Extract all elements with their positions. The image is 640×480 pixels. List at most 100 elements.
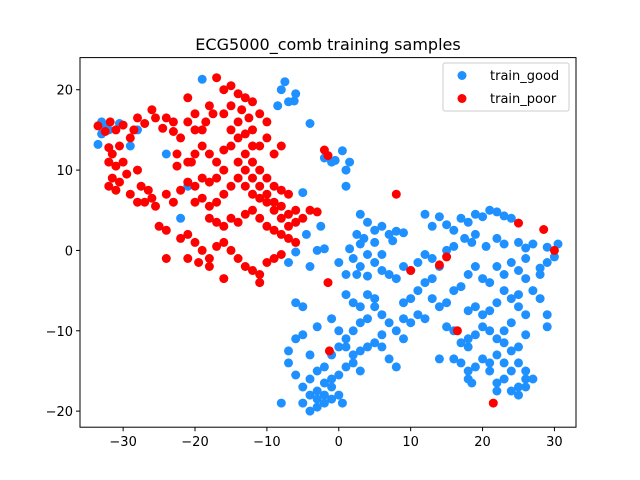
point-train-good bbox=[499, 286, 509, 296]
point-train-good bbox=[305, 406, 315, 416]
point-train-good bbox=[528, 374, 538, 384]
point-train-good bbox=[499, 239, 509, 249]
legend-label-train-good: train_good bbox=[490, 69, 559, 84]
point-train-poor bbox=[161, 113, 171, 123]
point-train-poor bbox=[197, 245, 207, 255]
point-train-poor bbox=[122, 169, 132, 179]
point-train-poor bbox=[240, 165, 250, 175]
point-train-poor bbox=[197, 141, 207, 151]
point-train-poor bbox=[312, 207, 322, 217]
point-train-poor bbox=[186, 157, 196, 167]
point-train-good bbox=[463, 270, 473, 279]
point-train-good bbox=[492, 233, 502, 243]
point-train-poor bbox=[262, 197, 272, 207]
point-train-poor bbox=[233, 173, 243, 183]
point-train-good bbox=[377, 266, 387, 275]
point-train-poor bbox=[434, 260, 444, 270]
point-train-poor bbox=[442, 252, 452, 262]
point-train-poor bbox=[140, 119, 150, 128]
point-train-poor bbox=[190, 125, 200, 135]
y-tick-label: 20 bbox=[56, 84, 73, 99]
point-train-good bbox=[377, 310, 387, 320]
point-train-good bbox=[434, 212, 444, 222]
point-train-good bbox=[348, 358, 358, 368]
point-train-poor bbox=[161, 254, 171, 263]
point-train-good bbox=[327, 394, 337, 404]
point-train-good bbox=[377, 330, 387, 340]
point-train-poor bbox=[284, 221, 293, 231]
point-train-poor bbox=[248, 173, 257, 183]
point-train-poor bbox=[107, 173, 117, 183]
point-train-good bbox=[449, 225, 459, 235]
point-train-good bbox=[492, 334, 502, 344]
point-train-good bbox=[312, 245, 322, 255]
point-train-poor bbox=[105, 117, 115, 127]
point-train-good bbox=[334, 326, 344, 336]
point-train-good bbox=[521, 310, 531, 320]
point-train-good bbox=[399, 262, 408, 271]
points-layer bbox=[93, 73, 563, 416]
point-train-poor bbox=[212, 173, 222, 183]
y-tick-label: −20 bbox=[46, 405, 73, 420]
point-train-good bbox=[298, 398, 308, 408]
point-train-poor bbox=[269, 181, 279, 191]
point-train-good bbox=[549, 252, 559, 262]
legend-marker-train-poor bbox=[457, 94, 467, 103]
point-train-poor bbox=[151, 113, 160, 123]
point-train-good bbox=[391, 226, 401, 236]
point-train-good bbox=[399, 228, 408, 238]
point-train-poor bbox=[197, 173, 207, 183]
point-train-good bbox=[341, 165, 351, 175]
point-train-good bbox=[463, 342, 473, 352]
point-train-poor bbox=[255, 181, 265, 191]
point-train-good bbox=[514, 358, 523, 368]
point-train-good bbox=[478, 310, 488, 320]
point-train-poor bbox=[168, 127, 178, 136]
point-train-poor bbox=[183, 177, 193, 187]
point-train-good bbox=[442, 245, 452, 255]
x-tick-label: 0 bbox=[335, 435, 343, 450]
point-train-good bbox=[161, 149, 171, 159]
point-train-good bbox=[427, 221, 437, 231]
point-train-poor bbox=[248, 205, 257, 215]
point-train-poor bbox=[539, 225, 549, 234]
point-train-poor bbox=[125, 133, 135, 143]
point-train-poor bbox=[319, 145, 329, 155]
point-train-poor bbox=[197, 193, 207, 203]
point-train-good bbox=[521, 374, 531, 384]
point-train-good bbox=[420, 250, 430, 259]
point-train-good bbox=[370, 338, 380, 348]
point-train-poor bbox=[248, 157, 257, 167]
point-train-poor bbox=[255, 193, 265, 203]
point-train-poor bbox=[190, 181, 200, 191]
point-train-good bbox=[377, 342, 387, 352]
point-train-good bbox=[363, 314, 372, 324]
point-train-poor bbox=[226, 141, 236, 151]
point-train-poor bbox=[262, 133, 272, 143]
point-train-good bbox=[348, 350, 358, 360]
point-train-poor bbox=[183, 254, 193, 263]
point-train-good bbox=[463, 334, 473, 344]
point-train-good bbox=[93, 139, 103, 149]
point-train-good bbox=[420, 278, 430, 288]
point-train-good bbox=[485, 306, 495, 316]
point-train-good bbox=[355, 209, 365, 219]
point-train-poor bbox=[291, 237, 301, 247]
point-train-poor bbox=[291, 217, 301, 227]
point-train-poor bbox=[452, 326, 462, 336]
point-train-good bbox=[478, 274, 488, 284]
point-train-good bbox=[470, 229, 480, 239]
point-train-poor bbox=[190, 197, 200, 207]
point-train-good bbox=[312, 322, 322, 332]
point-train-good bbox=[341, 334, 351, 344]
point-train-poor bbox=[204, 177, 214, 187]
point-train-good bbox=[348, 326, 358, 336]
point-train-poor bbox=[240, 209, 250, 219]
point-train-good bbox=[427, 294, 437, 304]
point-train-good bbox=[370, 225, 380, 235]
point-train-poor bbox=[233, 117, 243, 127]
point-train-good bbox=[535, 294, 545, 304]
x-tick-label: 30 bbox=[546, 435, 563, 450]
point-train-poor bbox=[204, 101, 214, 111]
point-train-poor bbox=[255, 213, 265, 223]
